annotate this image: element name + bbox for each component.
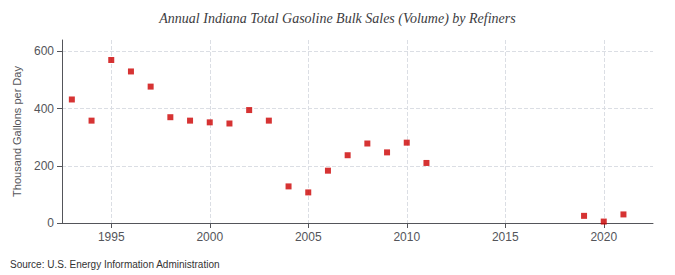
svg-text:0: 0 <box>47 216 54 230</box>
svg-text:2005: 2005 <box>295 230 322 244</box>
svg-text:2000: 2000 <box>196 230 223 244</box>
svg-text:1995: 1995 <box>98 230 125 244</box>
svg-text:Annual Indiana Total Gasoline: Annual Indiana Total Gasoline Bulk Sales… <box>158 11 516 27</box>
svg-text:400: 400 <box>34 102 54 116</box>
svg-text:200: 200 <box>34 159 54 173</box>
svg-text:2020: 2020 <box>590 230 617 244</box>
svg-text:2010: 2010 <box>393 230 420 244</box>
svg-text:Thousand Gallons per Day: Thousand Gallons per Day <box>11 66 23 197</box>
svg-text:600: 600 <box>34 44 54 58</box>
svg-text:2015: 2015 <box>492 230 519 244</box>
svg-text:Source: U.S. Energy Informatio: Source: U.S. Energy Information Administ… <box>10 259 220 270</box>
